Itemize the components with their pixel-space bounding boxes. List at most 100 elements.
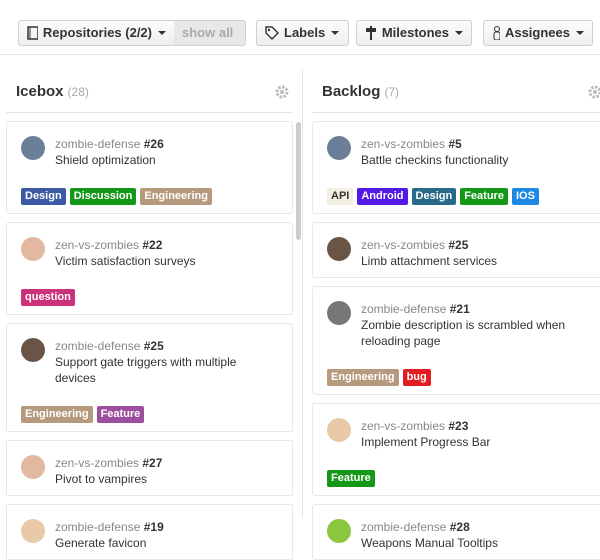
issue-title: Limb attachment services xyxy=(361,254,498,268)
label: Android xyxy=(357,188,408,205)
column-name: Icebox xyxy=(16,83,64,100)
issue-number: #26 xyxy=(143,137,164,151)
issue-number: #27 xyxy=(142,456,163,470)
avatar xyxy=(21,519,45,543)
issue-title: Victim satisfaction surveys xyxy=(55,254,196,268)
column-header: Icebox (28) xyxy=(6,70,293,113)
column: Backlog (7) zen-vs-zombies #5 Battle checki… xyxy=(312,70,600,560)
issue-card[interactable]: zombie-defense #21 Zombie description is … xyxy=(312,286,600,395)
label-list: Engineering bug xyxy=(327,369,593,386)
avatar xyxy=(327,136,351,160)
label-list: Design Discussion Engineering xyxy=(21,188,280,205)
repo-name: zombie-defense xyxy=(55,520,141,534)
divider xyxy=(0,54,600,55)
settings-gear[interactable] xyxy=(275,85,289,104)
repo-line: zen-vs-zombies #5 xyxy=(361,136,593,152)
issue-title: Generate favicon xyxy=(55,536,147,550)
show-all-label: show all xyxy=(182,25,234,40)
issue-card[interactable]: zen-vs-zombies #5 Battle checkins functio… xyxy=(312,121,600,214)
column-title: Icebox (28) xyxy=(16,83,89,100)
labels-label: Labels xyxy=(284,25,326,40)
label: Design xyxy=(411,188,457,205)
repositories-button[interactable]: Repositories (2/2) xyxy=(18,20,175,46)
avatar xyxy=(327,519,351,543)
assignees-button[interactable]: Assignees xyxy=(483,20,593,46)
repo-name: zen-vs-zombies xyxy=(55,238,140,252)
issue-number: #25 xyxy=(448,238,469,252)
repo-name: zombie-defense xyxy=(55,137,141,151)
avatar xyxy=(21,237,45,261)
label-list: API Android Design Feature IOS xyxy=(327,188,593,205)
milestone-icon xyxy=(366,26,376,40)
assignees-label: Assignees xyxy=(504,25,570,40)
repo-line: zombie-defense #21 xyxy=(361,301,593,317)
column: Icebox (28) zombie-defense #26 Shield optim… xyxy=(6,70,293,560)
issue-title: Battle checkins functionality xyxy=(361,153,509,167)
issue-card[interactable]: zombie-defense #26 Shield optimization Des… xyxy=(6,121,293,214)
issue-card[interactable]: zombie-defense #28 Weapons Manual Tooltip… xyxy=(312,504,600,560)
label: question xyxy=(21,289,75,306)
column-header: Backlog (7) xyxy=(312,70,600,113)
repo-name: zombie-defense xyxy=(361,520,447,534)
milestones-button[interactable]: Milestones xyxy=(356,20,472,46)
label-list: Engineering Feature xyxy=(21,406,280,423)
issue-number: #28 xyxy=(449,520,470,534)
issue-title: Shield optimization xyxy=(55,153,156,167)
avatar xyxy=(21,338,45,362)
label: API xyxy=(327,188,354,205)
gear-icon xyxy=(275,85,289,99)
column-separator xyxy=(302,70,303,518)
column-name: Backlog xyxy=(322,83,381,100)
repo-name: zen-vs-zombies xyxy=(361,137,446,151)
avatar xyxy=(21,136,45,160)
scrollbar xyxy=(296,122,301,240)
avatar xyxy=(21,455,45,479)
issue-number: #19 xyxy=(143,520,164,534)
issue-number: #23 xyxy=(448,419,469,433)
caret xyxy=(576,31,584,35)
column-title: Backlog (7) xyxy=(322,83,399,100)
issue-card[interactable]: zen-vs-zombies #23 Implement Progress Bar… xyxy=(312,403,600,496)
avatar xyxy=(327,301,351,325)
labels-button[interactable]: Labels xyxy=(256,20,349,46)
issue-card[interactable]: zombie-defense #25 Support gate triggers … xyxy=(6,323,293,432)
issue-card[interactable]: zen-vs-zombies #22 Victim satisfaction su… xyxy=(6,222,293,315)
repo-name: zen-vs-zombies xyxy=(361,238,446,252)
tag-icon xyxy=(265,26,279,40)
issue-title: Implement Progress Bar xyxy=(361,435,491,449)
label: Feature xyxy=(327,470,375,487)
label-list: Feature xyxy=(327,470,593,487)
label: Engineering xyxy=(21,406,93,423)
caret xyxy=(331,31,340,35)
settings-gear[interactable] xyxy=(588,85,600,104)
issue-title: Zombie description is scrambled when rel… xyxy=(361,318,566,348)
issue-card[interactable]: zen-vs-zombies #27 Pivot to vampires xyxy=(6,440,293,496)
show-all-button[interactable]: show all xyxy=(174,20,246,46)
column-count: (28) xyxy=(67,85,89,99)
label: Feature xyxy=(460,188,508,205)
repositories-label: Repositories (2/2) xyxy=(42,25,152,40)
label: IOS xyxy=(511,188,539,205)
issue-card[interactable]: zen-vs-zombies #25 Limb attachment servic… xyxy=(312,222,600,278)
label: Engineering xyxy=(327,369,399,386)
repo-line: zombie-defense #28 xyxy=(361,519,593,535)
label: Design xyxy=(21,188,66,205)
issue-card[interactable]: zombie-defense #19 Generate favicon xyxy=(6,504,293,560)
issue-title: Weapons Manual Tooltips xyxy=(361,536,498,550)
page: Repositories (2/2) show all Labels Miles… xyxy=(0,20,600,560)
label: Discussion xyxy=(69,188,137,205)
repo-line: zen-vs-zombies #22 xyxy=(55,237,280,253)
repo-line: zen-vs-zombies #23 xyxy=(361,418,593,434)
milestones-label: Milestones xyxy=(381,25,449,40)
repo-icon xyxy=(27,26,38,40)
repo-line: zombie-defense #26 xyxy=(55,136,280,152)
label: Engineering xyxy=(140,188,212,205)
issue-title: Support gate triggers with multiple devi… xyxy=(55,355,237,385)
label: Feature xyxy=(96,406,145,423)
repo-name: zombie-defense xyxy=(55,339,141,353)
label: bug xyxy=(402,369,431,386)
avatar xyxy=(327,237,351,261)
issue-number: #21 xyxy=(449,302,470,316)
issue-title: Pivot to vampires xyxy=(55,472,148,486)
issue-number: #5 xyxy=(448,137,462,151)
